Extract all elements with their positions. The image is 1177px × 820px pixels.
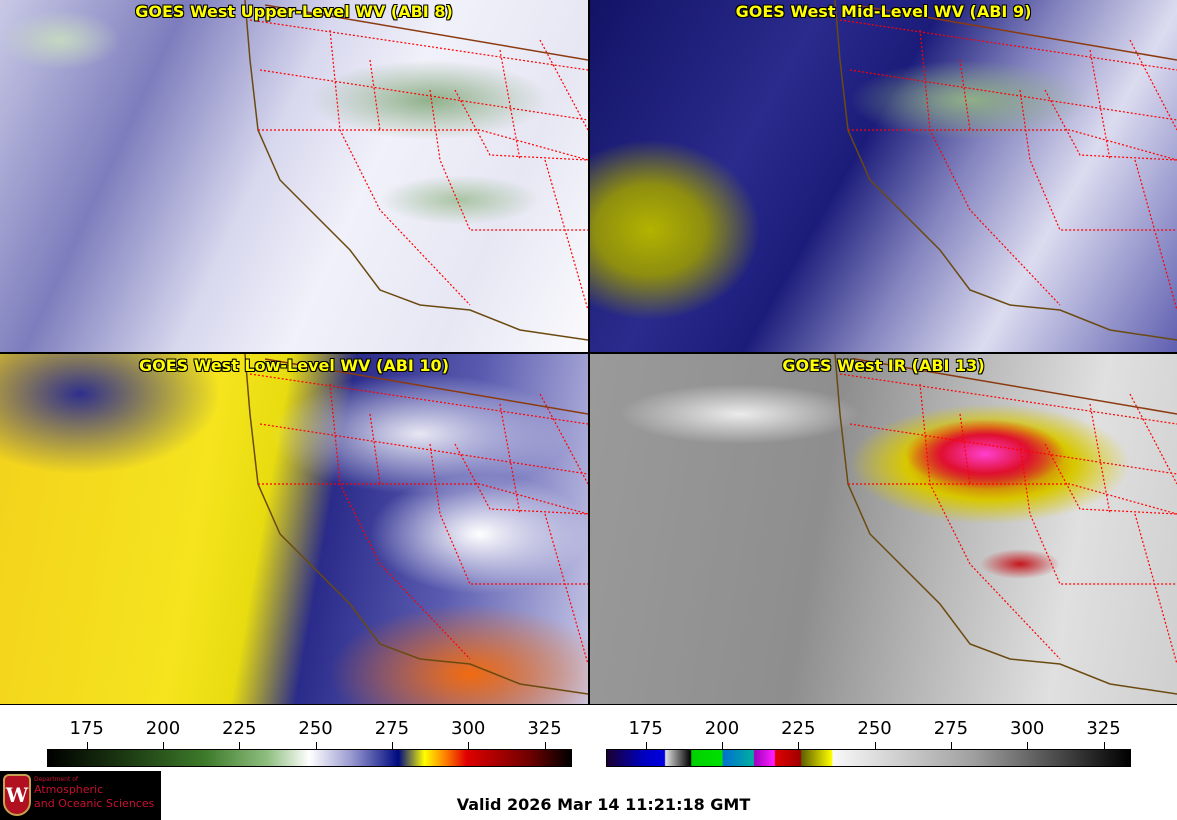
panel-mid-level-wv: GOES West Mid-Level WV (ABI 9): [590, 0, 1177, 352]
colorbar-tick-label: 250: [857, 718, 892, 739]
colorbar-tick: [315, 742, 317, 749]
panel-title: GOES West Low-Level WV (ABI 10): [138, 356, 449, 375]
colorbar-tick-label: 225: [781, 718, 816, 739]
colorbar-tick-label: 225: [222, 718, 257, 739]
valid-time: Valid 2026 Mar 14 11:21:18 GMT: [456, 795, 751, 814]
colorbar-tick: [544, 742, 546, 749]
map-borders: [244, 0, 588, 341]
map-borders: [834, 0, 1177, 341]
colorbar-tick-label: 325: [1086, 718, 1121, 739]
colorbar-tick-label: 200: [704, 718, 740, 739]
colorbar-tick: [162, 742, 164, 749]
panel-divider-horizontal: [0, 352, 1177, 354]
panel-title: GOES West Upper-Level WV (ABI 8): [135, 2, 453, 21]
panel-title: GOES West Mid-Level WV (ABI 9): [735, 2, 1032, 21]
colorbar-tick-label: 300: [1010, 718, 1045, 739]
panel-title: GOES West IR (ABI 13): [782, 356, 985, 375]
uw-crest-icon: W: [3, 774, 31, 816]
logo-line-2: Atmospheric: [34, 783, 104, 796]
panel-upper-level-wv: GOES West Upper-Level WV (ABI 8): [0, 0, 588, 352]
panel-low-level-wv: GOES West Low-Level WV (ABI 10): [0, 354, 588, 705]
map-borders: [834, 354, 1177, 695]
colorbar-tick-label: 250: [298, 718, 333, 739]
colorbar-tick-label: 300: [451, 718, 486, 739]
logo-line-3: and Oceanic Sciences: [34, 797, 155, 810]
colorbar-tick: [645, 742, 647, 749]
colorbar-tick: [239, 742, 241, 749]
colorbar-tick: [1027, 742, 1029, 749]
colorbar-tick: [721, 742, 723, 749]
colorbar-tick: [1103, 742, 1105, 749]
colorbar-tick: [950, 742, 952, 749]
ir-colorbar: [606, 749, 1131, 767]
colorbar-tick: [468, 742, 470, 749]
colorbar-tick-label: 200: [145, 718, 181, 739]
colorbar-tick-label: 175: [69, 718, 104, 739]
colorbar-tick-label: 275: [933, 718, 969, 739]
colorbar-tick-label: 275: [374, 718, 410, 739]
aos-logo: W Department of Atmospheric and Oceanic …: [0, 771, 161, 820]
panel-ir: GOES West IR (ABI 13): [590, 354, 1177, 705]
logo-line-1: Department of: [34, 776, 78, 783]
colorbar-tick-label: 325: [527, 718, 562, 739]
wv-colorbar: [47, 749, 572, 767]
colorbar-tick: [391, 742, 393, 749]
panel-bottom-border: [0, 704, 1177, 705]
colorbar-tick: [798, 742, 800, 749]
colorbar-tick: [86, 742, 88, 749]
colorbar-tick: [874, 742, 876, 749]
colorbar-tick-label: 175: [628, 718, 663, 739]
map-borders: [244, 354, 588, 695]
